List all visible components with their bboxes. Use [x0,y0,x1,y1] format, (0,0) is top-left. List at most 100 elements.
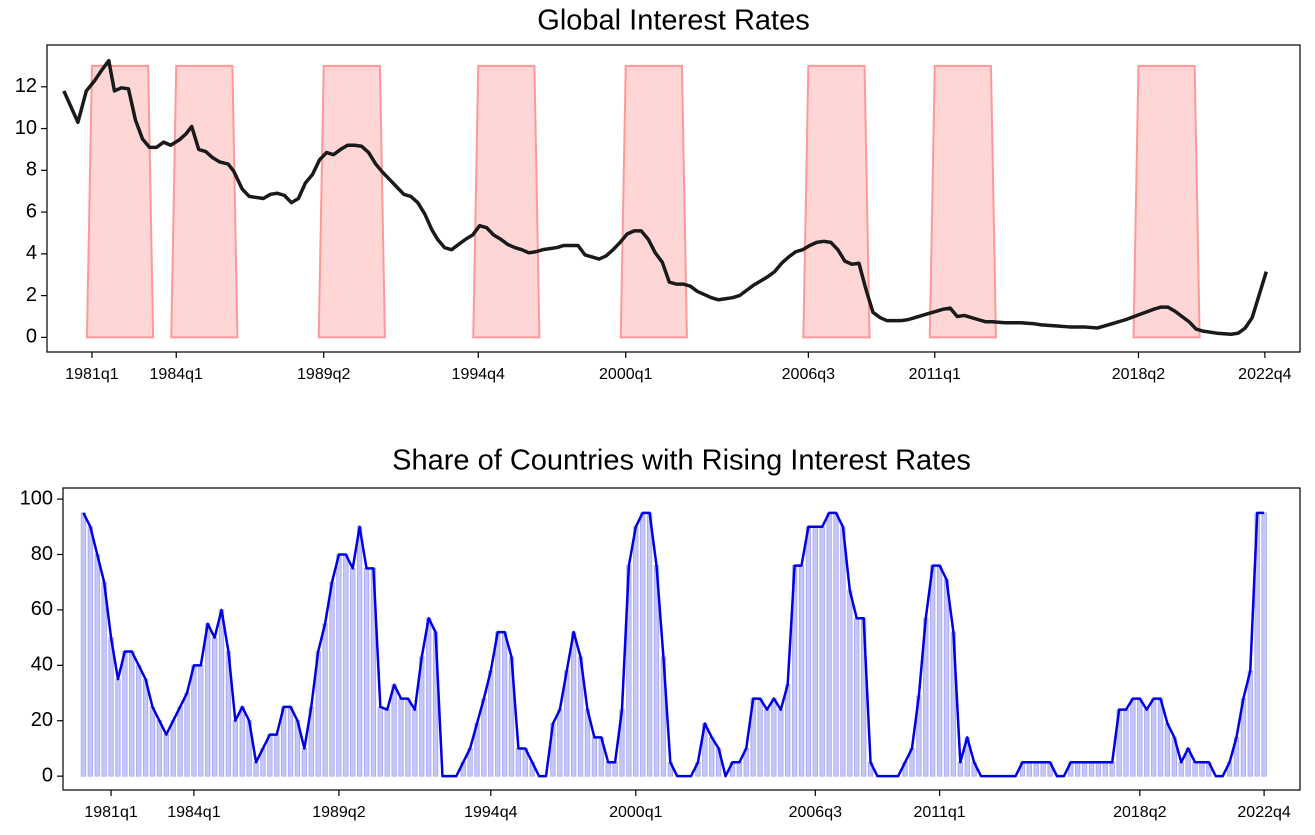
bar [709,736,715,777]
x-tick-label: 1984q1 [150,366,203,383]
y-tick-label: 60 [31,598,53,620]
bar [101,581,107,777]
bar [177,706,183,777]
bar [833,512,839,777]
x-tick-label: 1994q4 [452,366,505,383]
y-tick-label: 80 [31,543,53,565]
shaded-band [317,64,386,339]
bar [384,709,390,777]
bar [239,706,245,777]
bar [80,512,87,777]
bar [557,709,563,777]
bar [605,761,611,777]
bar [336,554,342,777]
bar [1026,761,1032,777]
bar [819,526,825,777]
x-tick-label: 2006q3 [789,804,842,821]
bar [847,590,853,777]
y-tick-label: 40 [31,654,53,676]
bar [1247,670,1253,777]
y-tick-label: 0 [42,764,53,786]
bar [501,631,508,777]
bar [405,698,411,777]
x-tick-label: 1989q2 [312,804,365,821]
bar [488,670,494,777]
bar [571,631,577,777]
bar [1157,698,1164,777]
x-tick-label: 1984q1 [167,804,220,821]
bar [1109,761,1115,777]
bar [142,678,149,777]
bar [205,623,211,777]
x-tick-label: 2022q4 [1237,804,1290,821]
shaded-band [928,64,997,339]
chart-title: Share of Countries with Rising Interest … [392,445,971,477]
plot-frame [46,44,1301,353]
bar [515,748,522,777]
bar [218,609,225,777]
bar [136,664,142,777]
y-tick-label: 10 [15,117,37,139]
x-tick-label: 1981q1 [65,366,118,383]
bar [350,567,356,777]
bar [398,698,404,777]
bar [267,734,273,777]
bar [1137,698,1143,777]
bar [1033,761,1039,777]
shaded-band [802,64,871,339]
bar [646,512,653,777]
bar [115,678,121,777]
bar [412,709,418,777]
bar [1123,709,1129,777]
bar [591,736,598,777]
bar [771,698,777,777]
y-tick-label: 100 [20,487,53,509]
bar [301,748,308,777]
bar [1178,761,1184,777]
bar [943,579,950,777]
bar [1164,723,1171,777]
x-tick-label: 1989q2 [297,366,350,383]
bar [640,512,646,777]
bar [156,720,163,777]
shaded-band [472,64,541,339]
bar [322,623,328,777]
bar [163,734,169,777]
bar [612,761,618,777]
x-tick-label: 2000q1 [609,804,662,821]
x-tick-label: 1994q4 [464,804,517,821]
line [62,58,1268,336]
bar [1102,761,1108,777]
line [82,511,1265,778]
bar [957,761,963,777]
bar [757,698,763,777]
bar [1150,698,1157,777]
bar [778,709,784,777]
bar [232,720,238,777]
plot-frame [62,487,1301,791]
y-tick-label: 6 [26,200,37,222]
bar [356,526,363,777]
bar [94,554,100,777]
y-tick-label: 12 [15,75,37,97]
shaded-band [619,64,688,339]
x-tick-label: 2011q1 [909,366,961,383]
bar [377,706,383,777]
bar [936,565,943,777]
bar [329,581,335,777]
bar [198,664,204,777]
bar [87,526,93,777]
bar [1199,761,1205,777]
bar [122,651,128,777]
bar [1095,761,1102,777]
shaded-band [170,64,239,339]
bar [826,512,832,777]
chart-title: Global Interest Rates [537,5,809,37]
bar [253,761,259,777]
bar [1040,761,1046,777]
x-tick-label: 2006q3 [782,366,835,383]
x-tick-label: 2011q1 [913,804,965,821]
bar [1261,512,1267,777]
